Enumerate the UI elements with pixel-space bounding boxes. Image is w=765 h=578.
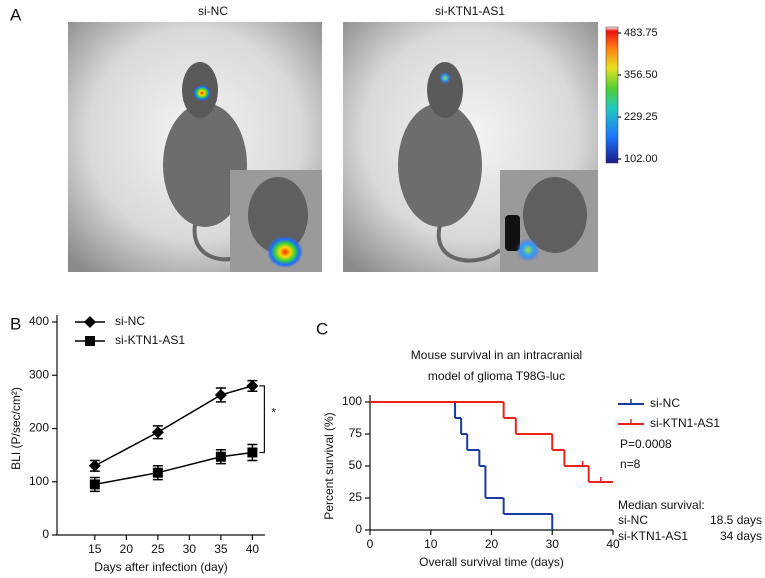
x-tick-label: 35 xyxy=(214,542,228,556)
y-tick-label: 0 xyxy=(355,522,362,536)
chart-title: model of glioma T98G-luc xyxy=(428,369,565,383)
sample-size: n=8 xyxy=(620,457,641,471)
marker xyxy=(84,316,96,328)
significance-bracket xyxy=(259,385,265,454)
panel-label: C xyxy=(316,319,328,338)
median-group: si-NC xyxy=(618,513,648,527)
x-tick-label: 40 xyxy=(606,537,620,551)
image-label: si-KTN1-AS1 xyxy=(435,4,505,18)
y-axis-label: Percent survival (%) xyxy=(322,412,336,519)
x-tick-label: 10 xyxy=(424,537,438,551)
y-axis-label: BLI (P/sec/cm²) xyxy=(9,387,23,470)
panel-label: A xyxy=(10,5,22,24)
marker xyxy=(246,379,259,392)
colorbar-tick-label: 356.50 xyxy=(624,69,658,81)
x-tick-label: 0 xyxy=(367,537,374,551)
marker xyxy=(215,451,226,462)
x-tick-label: 25 xyxy=(151,542,165,556)
legend-label: si-NC xyxy=(650,396,680,410)
y-tick-label: 200 xyxy=(29,421,49,435)
x-tick-label: 20 xyxy=(485,537,499,551)
line xyxy=(94,385,253,467)
colorbar-tick-label: 102.00 xyxy=(624,153,658,165)
axis xyxy=(56,315,265,536)
line xyxy=(94,451,253,486)
x-tick-label: 30 xyxy=(183,542,197,556)
marker xyxy=(214,388,227,401)
y-tick-label: 75 xyxy=(349,426,363,440)
y-tick-label: 100 xyxy=(29,474,49,488)
x-tick-label: 15 xyxy=(88,542,102,556)
marker xyxy=(85,336,95,346)
legend-label: si-NC xyxy=(115,314,145,328)
mouse-image xyxy=(343,22,598,272)
x-axis-label: Days after infection (day) xyxy=(94,560,227,574)
x-axis-label: Overall survival time (days) xyxy=(419,555,564,569)
colorbar-tick-label: 483.75 xyxy=(624,27,658,39)
image-label: si-NC xyxy=(198,4,228,18)
y-tick-label: 0 xyxy=(42,527,49,541)
x-tick-label: 40 xyxy=(246,542,260,556)
y-tick-label: 100 xyxy=(342,394,362,408)
y-tick-label: 300 xyxy=(29,367,49,381)
marker xyxy=(247,447,258,458)
y-tick-label: 50 xyxy=(349,458,363,472)
marker xyxy=(88,459,101,472)
x-tick-label: 20 xyxy=(120,542,134,556)
chart-title: Mouse survival in an intracranial xyxy=(411,348,582,362)
p-value: P=0.0008 xyxy=(620,437,672,451)
median-title: Median survival: xyxy=(618,498,705,512)
marker xyxy=(151,426,164,439)
colorbar-tick-label: 229.25 xyxy=(624,111,658,123)
marker xyxy=(89,479,100,490)
legend-label: si-KTN1-AS1 xyxy=(650,416,720,430)
y-tick-label: 25 xyxy=(349,490,363,504)
charts: 483.75356.50229.25102.00B010020030040015… xyxy=(9,27,762,574)
legend-label: si-KTN1-AS1 xyxy=(115,333,185,347)
median-value: 18.5 days xyxy=(710,513,762,527)
y-tick-label: 400 xyxy=(29,314,49,328)
median-value: 34 days xyxy=(720,529,762,543)
axis xyxy=(369,395,613,531)
x-tick-label: 30 xyxy=(546,537,560,551)
median-group: si-KTN1-AS1 xyxy=(618,529,688,543)
marker xyxy=(152,467,163,478)
colorbar xyxy=(605,26,619,164)
significance: * xyxy=(271,405,276,419)
panel-label: B xyxy=(10,314,21,333)
mouse-image xyxy=(68,22,322,272)
